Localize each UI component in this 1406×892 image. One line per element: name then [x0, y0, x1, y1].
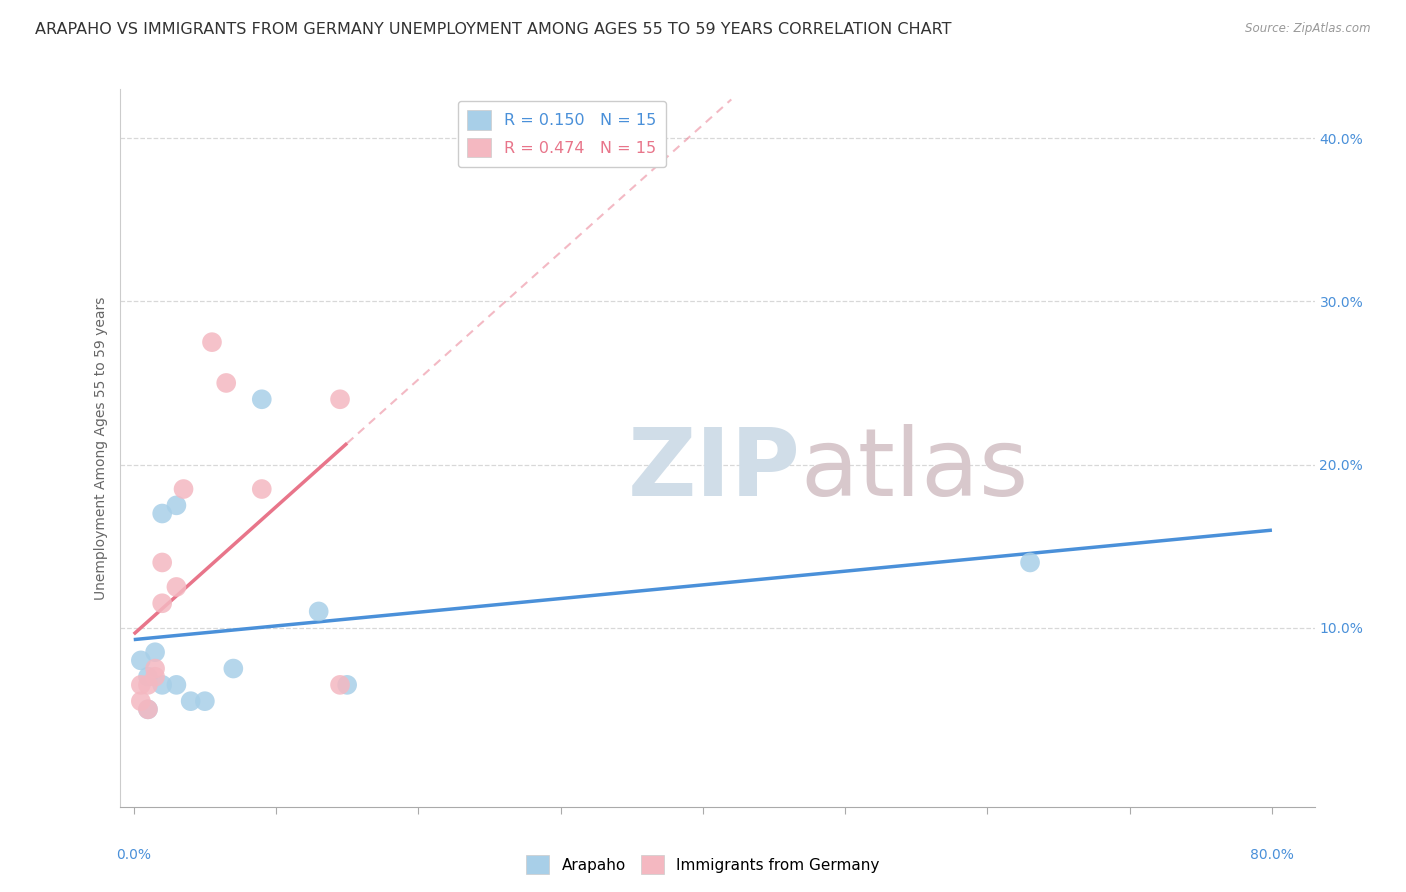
- Text: atlas: atlas: [801, 424, 1029, 516]
- Point: [165, 499, 187, 513]
- Legend: R = 0.150   N = 15, R = 0.474   N = 15: R = 0.150 N = 15, R = 0.474 N = 15: [457, 101, 666, 167]
- Point: [150, 556, 173, 570]
- Point: [143, 661, 166, 675]
- Point: [250, 392, 273, 407]
- Point: [129, 678, 152, 692]
- Point: [194, 694, 217, 708]
- Legend: Arapaho, Immigrants from Germany: Arapaho, Immigrants from Germany: [520, 849, 886, 880]
- Y-axis label: Unemployment Among Ages 55 to 59 years: Unemployment Among Ages 55 to 59 years: [94, 296, 108, 600]
- Point: [336, 678, 359, 692]
- Point: [143, 645, 166, 659]
- Point: [308, 604, 330, 618]
- Text: 80.0%: 80.0%: [1250, 848, 1294, 862]
- Point: [165, 580, 187, 594]
- Point: [165, 678, 187, 692]
- Text: ZIP: ZIP: [628, 424, 801, 516]
- Text: ARAPAHO VS IMMIGRANTS FROM GERMANY UNEMPLOYMENT AMONG AGES 55 TO 59 YEARS CORREL: ARAPAHO VS IMMIGRANTS FROM GERMANY UNEMP…: [35, 22, 952, 37]
- Point: [329, 678, 352, 692]
- Point: [136, 678, 159, 692]
- Point: [143, 670, 166, 684]
- Point: [180, 694, 202, 708]
- Point: [222, 661, 245, 675]
- Point: [1019, 556, 1042, 570]
- Point: [129, 694, 152, 708]
- Point: [215, 376, 238, 390]
- Point: [136, 702, 159, 716]
- Point: [201, 335, 224, 350]
- Text: Source: ZipAtlas.com: Source: ZipAtlas.com: [1246, 22, 1371, 36]
- Point: [136, 702, 159, 716]
- Point: [329, 392, 352, 407]
- Point: [150, 678, 173, 692]
- Point: [173, 482, 195, 496]
- Point: [129, 653, 152, 667]
- Text: 0.0%: 0.0%: [117, 848, 152, 862]
- Point: [150, 507, 173, 521]
- Point: [150, 596, 173, 610]
- Point: [136, 670, 159, 684]
- Point: [250, 482, 273, 496]
